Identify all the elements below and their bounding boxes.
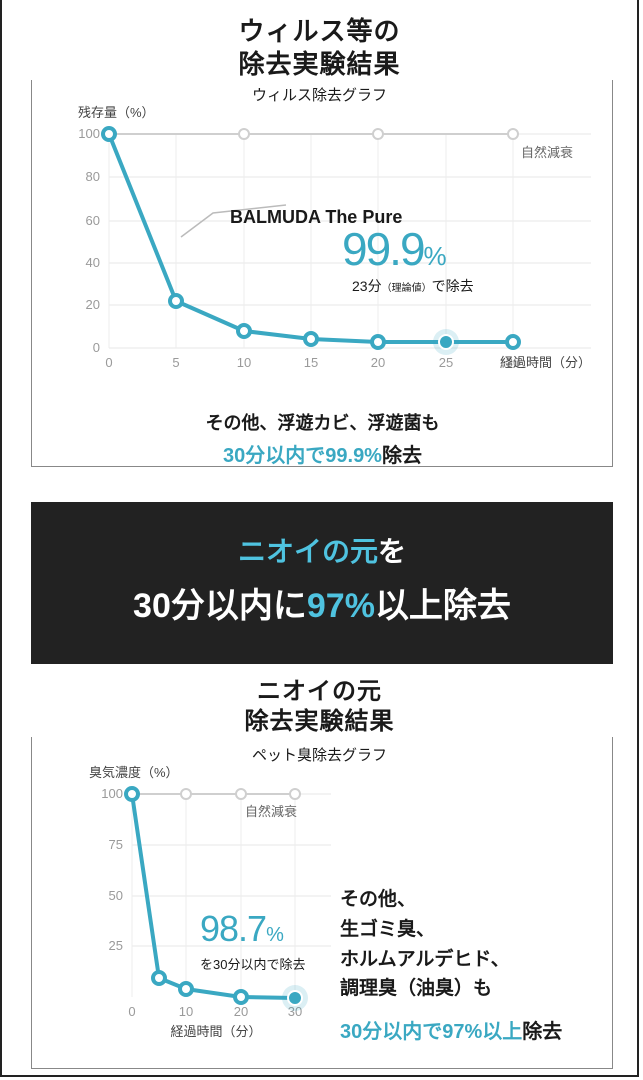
svg-text:残存量（%）: 残存量（%） (78, 105, 155, 120)
svg-text:10: 10 (237, 355, 251, 370)
svg-text:20: 20 (371, 355, 385, 370)
svg-text:25: 25 (439, 355, 453, 370)
svg-text:20: 20 (234, 1004, 248, 1019)
svg-text:経過時間（分）: 経過時間（分） (500, 355, 591, 370)
svg-text:100: 100 (78, 126, 100, 141)
svg-text:自然減衰: 自然減衰 (245, 804, 297, 819)
svg-text:経過時間（分）: 経過時間（分） (170, 1024, 261, 1039)
svg-text:10: 10 (179, 1004, 193, 1019)
svg-text:15: 15 (304, 355, 318, 370)
svg-text:80: 80 (86, 169, 100, 184)
svg-text:50: 50 (109, 888, 123, 903)
svg-text:5: 5 (172, 355, 179, 370)
svg-text:100: 100 (101, 786, 123, 801)
svg-text:自然減衰: 自然減衰 (521, 145, 573, 160)
svg-text:0: 0 (105, 355, 112, 370)
svg-text:25: 25 (109, 938, 123, 953)
svg-text:0: 0 (128, 1004, 135, 1019)
svg-text:60: 60 (86, 213, 100, 228)
svg-text:75: 75 (109, 837, 123, 852)
svg-text:0: 0 (93, 340, 100, 355)
svg-text:40: 40 (86, 255, 100, 270)
svg-text:臭気濃度（%）: 臭気濃度（%） (89, 765, 179, 780)
svg-text:20: 20 (86, 297, 100, 312)
